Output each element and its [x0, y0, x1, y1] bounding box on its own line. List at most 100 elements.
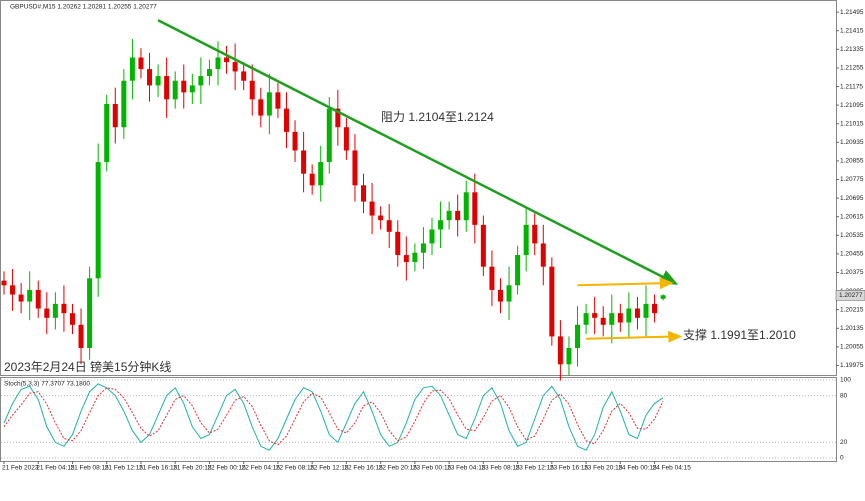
resistance-note: 阻力 1.2104至1.2124 [381, 110, 494, 124]
y-tick-label: 1.21095 [840, 102, 864, 109]
candle-body [147, 69, 153, 86]
candle-body [275, 92, 281, 109]
stoch-pane [0, 377, 837, 462]
candle-body [523, 224, 529, 256]
candle-body [44, 308, 50, 318]
candle-body [266, 92, 272, 116]
candle-body [463, 192, 469, 221]
candle-body [112, 103, 118, 128]
candle-body [301, 150, 307, 174]
y-tick-label: 1.21015 [840, 120, 864, 127]
candle-body [420, 243, 426, 253]
candle-body [241, 71, 247, 81]
trend-line [577, 277, 674, 290]
y-tick-label: 1.20935 [840, 139, 864, 146]
price-pane [0, 0, 837, 376]
x-tick-label: 22 Feb 04:15 [242, 465, 281, 472]
candle-body [138, 57, 144, 70]
y-tick-label: 1.21255 [840, 65, 864, 72]
candle-body [455, 210, 461, 221]
candle-body [27, 289, 33, 302]
support-note: 支撑 1.1991至1.2010 [683, 327, 796, 342]
candle-body [258, 99, 264, 116]
candle-body [395, 231, 401, 256]
candle-body [69, 313, 75, 325]
x-tick-label: 22 Feb 16:15 [344, 465, 383, 472]
stoch-label: Stoch(5,3,3) 77.3707 73.1800 [4, 381, 90, 388]
candle-body [35, 289, 41, 309]
candle-body [155, 76, 161, 86]
candle-body [52, 303, 58, 318]
candle-body [181, 80, 187, 93]
stoch-line [3, 383, 664, 451]
candle-body [378, 215, 384, 221]
candle-body [87, 278, 93, 349]
x-tick-label: 23 Feb 12:15 [516, 465, 555, 472]
candle-body [335, 108, 341, 128]
candle-body [557, 336, 563, 365]
candle-body [343, 127, 349, 151]
candle-body [309, 173, 315, 186]
y-tick-label: 100 [840, 377, 851, 384]
candle-body [129, 57, 135, 81]
candle-body [575, 324, 581, 349]
candle-body [215, 57, 221, 70]
x-tick-label: 23 Feb 00:15 [413, 465, 452, 472]
candle-body [95, 162, 101, 279]
candle-body [369, 201, 375, 216]
x-tick-label: 22 Feb 12:15 [310, 465, 349, 472]
candle-body [626, 308, 632, 323]
x-tick-label: 21 Feb 08:15 [70, 465, 109, 472]
candle-body [660, 295, 666, 299]
y-tick-label: 1.20615 [840, 213, 864, 220]
candle-body [643, 303, 649, 318]
y-tick-label: 1.20455 [840, 251, 864, 258]
candle-body [172, 80, 178, 100]
candle-body [283, 108, 289, 132]
y-tick-label: 0 [840, 455, 844, 462]
header: GBPUSD#,M15 1.20262 1.20281 1.20255 1.20… [10, 4, 157, 11]
y-tick-label: 20 [840, 439, 848, 446]
candle-body [412, 252, 418, 263]
candle-body [592, 313, 598, 318]
y-tick-label: 1.20055 [840, 344, 864, 351]
x-tick-label: 23 Feb 08:15 [481, 465, 520, 472]
candle-body [361, 185, 367, 202]
price-tag-label: 1.20277 [839, 292, 863, 299]
y-tick-label: 1.20535 [840, 232, 864, 239]
y-tick-label: 1.20695 [840, 195, 864, 202]
x-tick-label: 22 Feb 08:15 [276, 465, 315, 472]
candle-body [609, 313, 615, 325]
candle-body [318, 162, 324, 186]
x-tick-label: 24 Feb 00:15 [618, 465, 657, 472]
candle-body [78, 324, 84, 349]
candle-body [600, 317, 606, 325]
y-tick-label: 1.20215 [840, 306, 864, 313]
candle-body [61, 303, 67, 314]
candle-body [386, 220, 392, 232]
stoch-line [3, 387, 664, 446]
candle-body [18, 294, 24, 302]
candle-body [497, 289, 503, 302]
y-tick-label: 1.21335 [840, 46, 864, 53]
candle-body [352, 150, 358, 186]
candle-body [189, 85, 195, 93]
trend-line [586, 330, 683, 343]
y-tick-label: 1.20135 [840, 325, 864, 332]
y-tick-label: 1.21415 [840, 27, 864, 34]
trend-line [157, 19, 679, 285]
y-tick-label: 1.20375 [840, 269, 864, 276]
candle-body [489, 266, 495, 290]
candle-body [506, 285, 512, 302]
y-tick-label: 1.19975 [840, 362, 864, 369]
candle-body [10, 285, 16, 295]
candle-body [583, 313, 589, 325]
candle-body [429, 229, 435, 244]
y-tick-label: 1.20775 [840, 176, 864, 183]
candle-body [515, 255, 521, 286]
x-tick-label: 23 Feb 16:15 [550, 465, 589, 472]
candle-body [164, 76, 170, 100]
candle-body [224, 57, 230, 63]
candle-body [549, 266, 555, 337]
